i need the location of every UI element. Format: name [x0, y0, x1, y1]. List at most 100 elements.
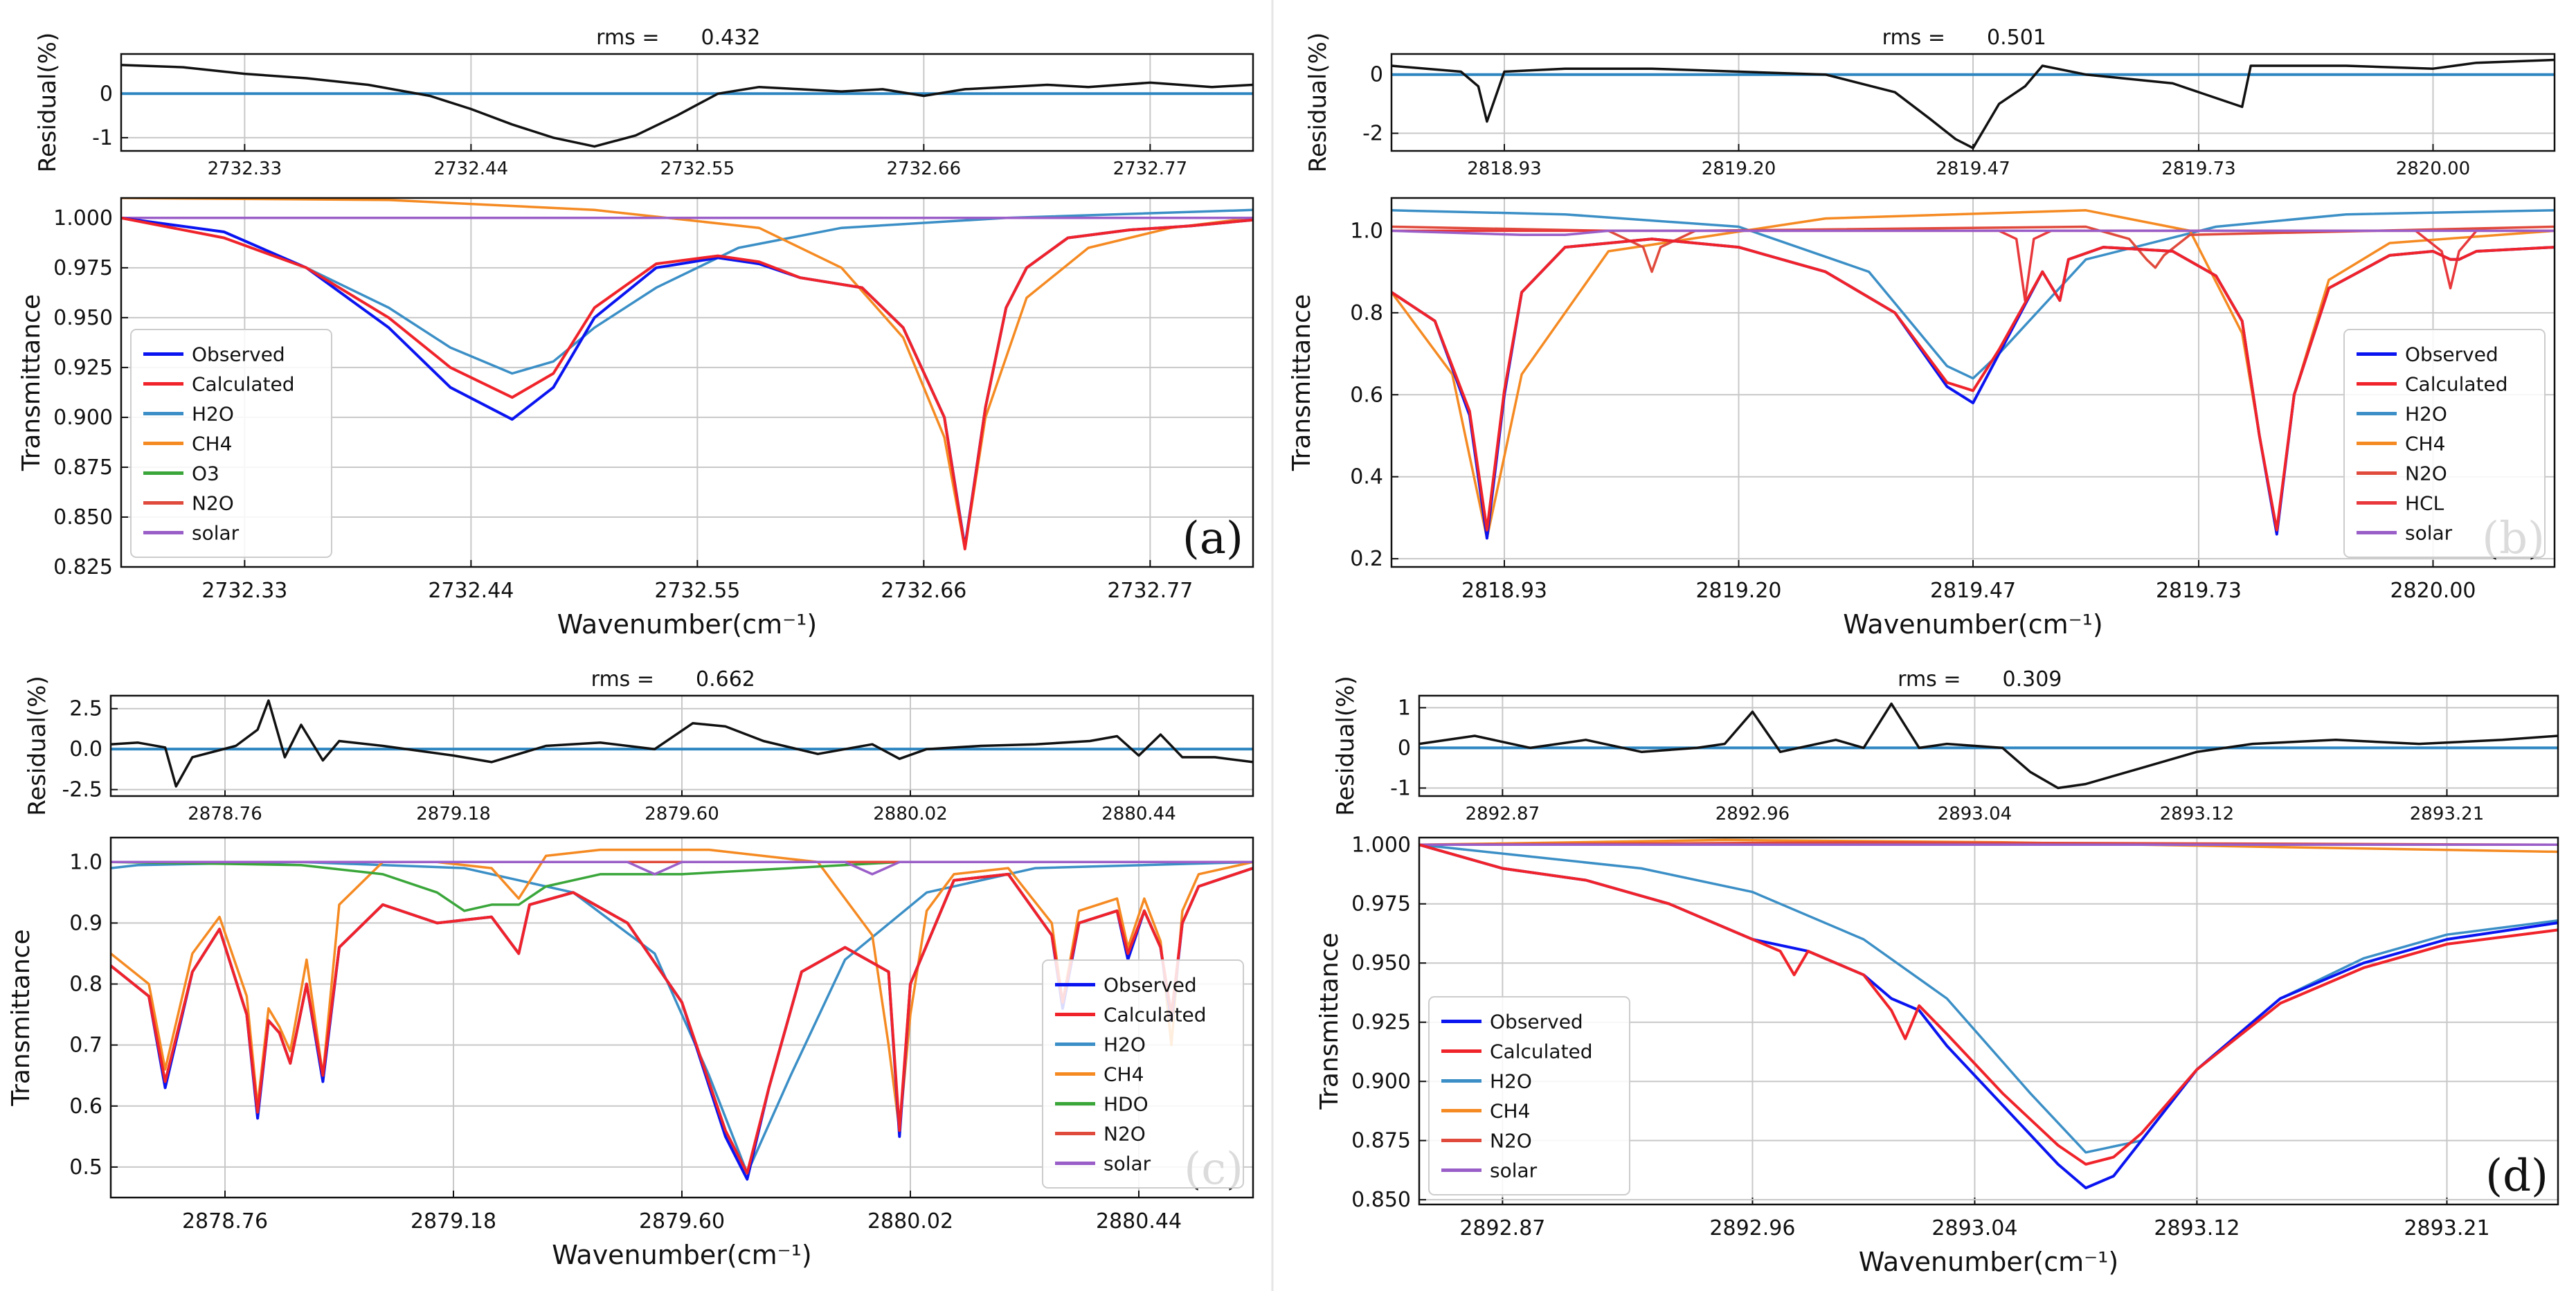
- panel-b-series-h2o: [1391, 209, 2555, 380]
- panel-c-series-group: [111, 848, 1253, 1181]
- panel-d-transmittance-xtick-label: 2893.21: [2404, 1216, 2489, 1240]
- panel-a-xlabel: Wavenumber(cm⁻¹): [557, 609, 817, 640]
- panel-d-residual-xtick-label: 2892.87: [1466, 804, 1540, 824]
- panel-b: 2818.93 2819.20 2819.47 2819.73 2820.00 -2 0 rm…: [1288, 26, 2556, 640]
- panel-a-transmittance-ytick-label: 1.000: [53, 206, 113, 231]
- panel-a-legend-label-solar: solar: [192, 522, 240, 545]
- panel-c-transmittance-xtick-label: 2880.44: [1096, 1209, 1182, 1234]
- panel-b-legend-label-n2o: N2O: [2405, 462, 2447, 485]
- panel-c-residual-xtick-label: 2880.44: [1101, 804, 1176, 824]
- panel-c-transmittance-ytick-label: 0.8: [69, 973, 102, 997]
- panel-c-residual-xtick-label: 2879.60: [645, 804, 719, 824]
- panel-b-series-solar: [1391, 229, 2555, 237]
- panel-d-residual-xtick-label: 2892.96: [1715, 804, 1790, 824]
- panel-b-rms-value: 0.501: [1987, 26, 2046, 50]
- panel-a-transmittance-xtick-label: 2732.66: [881, 579, 966, 603]
- panel-a-residual-xtick-label: 2732.66: [887, 159, 962, 179]
- panel-b-residual-xtick-label: 2819.73: [2161, 159, 2236, 179]
- panel-b-series-group: [1391, 209, 2555, 540]
- panel-a-transmittance-ytick-label: 0.950: [53, 306, 113, 330]
- panel-d-residual-xtick-label: 2893.12: [2160, 804, 2235, 824]
- panel-a-legend-label-n2o: N2O: [192, 492, 234, 515]
- panel-c-legend-label-observed: Observed: [1104, 974, 1197, 997]
- panel-b-transmittance-xtick-label: 2819.73: [2156, 579, 2242, 603]
- panel-d-label: (d): [2485, 1150, 2548, 1202]
- panel-c-residual-ytick-label: 2.5: [69, 697, 102, 721]
- panel-a-legend-label-h2o: H2O: [192, 403, 234, 426]
- panel-d-transmittance-xtick-label: 2893.04: [1931, 1216, 2017, 1240]
- panel-c-transmittance-ytick-label: 0.9: [69, 911, 102, 935]
- panel-d: 2892.87 2892.96 2893.04 2893.12 2893.21 -1 0 1 r…: [1315, 667, 2559, 1277]
- panel-c-transmittance-xtick-label: 2879.60: [639, 1209, 725, 1234]
- panel-a-transmittance-xtick-label: 2732.77: [1107, 579, 1193, 603]
- panel-c-legend-label-calculated: Calculated: [1104, 1004, 1207, 1027]
- panel-d-transmittance-frame: [1418, 836, 2559, 1206]
- panel-b-transmittance-ytick-label: 0.8: [1350, 301, 1383, 325]
- panel-b-residual-xtick-label: 2820.00: [2396, 159, 2471, 179]
- panel-d-legend-box: [1428, 996, 1630, 1195]
- panel-d-transmittance-ytick-label: 0.850: [1351, 1188, 1411, 1212]
- panel-a-legend-label-observed: Observed: [192, 343, 285, 366]
- panel-b-residual-ytick-label: -2: [1362, 122, 1383, 146]
- panel-c-transmittance-ytick-label: 1.0: [69, 850, 102, 874]
- panel-d-series-h2o: [1419, 843, 2558, 1154]
- panel-b-legend-label-h2o: H2O: [2405, 403, 2447, 426]
- panel-b-residual-xtick-label: 2819.47: [1936, 159, 2010, 179]
- panel-a-rms-value: 0.432: [701, 26, 761, 50]
- panel-c-residual-ytick-label: 0.0: [69, 737, 102, 761]
- panel-c: 2878.76 2879.18 2879.60 2880.02 2880.44 -2.5 0…: [7, 667, 1254, 1270]
- panel-a-legend-label-ch4: CH4: [192, 433, 232, 455]
- panel-d-legend-label-ch4: CH4: [1490, 1100, 1530, 1123]
- panel-d-residual-xtick-label: 2893.04: [1938, 804, 2012, 824]
- panel-a: 2732.33 2732.44 2732.55 2732.66 2732.77 -1 0 rm…: [17, 26, 1254, 640]
- panel-d-transmittance-ytick-label: 0.875: [1351, 1129, 1411, 1153]
- panel-c-residual-frame: [109, 694, 1254, 797]
- panel-c-series-solar: [111, 860, 1253, 876]
- panel-c-legend-label-ch4: CH4: [1104, 1063, 1144, 1086]
- panel-b-rms-label: rms =: [1882, 26, 1945, 50]
- panel-b-transmittance-ytick-label: 0.2: [1350, 547, 1383, 571]
- panel-b-legend-box: [2343, 329, 2546, 558]
- panel-a-transmittance-ylabel: Transmittance: [17, 294, 46, 471]
- panel-c-transmittance-xtick-label: 2878.76: [182, 1209, 268, 1234]
- panel-c-residual-xtick-label: 2878.76: [188, 804, 262, 824]
- panel-b-legend-label-ch4: CH4: [2405, 433, 2445, 455]
- panel-c-legend-label-h2o: H2O: [1104, 1033, 1146, 1056]
- panel-a-residual-ytick-label: -1: [92, 126, 113, 150]
- panel-b-transmittance-frame: [1390, 197, 2556, 568]
- panel-c-xlabel: Wavenumber(cm⁻¹): [552, 1240, 811, 1270]
- panel-b-legend: Observed Calculated H2O CH4 N2O HCL solar: [2343, 329, 2546, 558]
- panel-d-residual-xtick-label: 2893.21: [2410, 804, 2485, 824]
- panel-d-xlabel: Wavenumber(cm⁻¹): [1859, 1247, 2118, 1277]
- panel-a-legend-label-o3: O3: [192, 462, 219, 485]
- panel-b-transmittance-ytick-label: 1.0: [1350, 219, 1383, 243]
- panel-d-transmittance-xtick-label: 2892.96: [1709, 1216, 1795, 1240]
- panel-d-legend: Observed Calculated H2O CH4 N2O solar: [1428, 996, 1630, 1195]
- panel-c-transmittance-ytick-label: 0.7: [69, 1033, 102, 1058]
- panel-b-residual-ylabel: Residual(%): [1304, 33, 1332, 172]
- panel-c-residual-xtick-label: 2879.18: [416, 804, 491, 824]
- panel-a-transmittance-xtick-label: 2732.44: [428, 579, 514, 603]
- panel-d-transmittance-xtick-label: 2892.87: [1459, 1216, 1545, 1240]
- panel-a-legend-box: [130, 329, 332, 558]
- panel-d-residual-ytick-label: -1: [1390, 776, 1411, 800]
- panel-c-transmittance-ytick-label: 0.6: [69, 1094, 102, 1119]
- panel-d-legend-label-h2o: H2O: [1490, 1070, 1532, 1093]
- panel-d-transmittance-ytick-label: 0.900: [1351, 1069, 1411, 1094]
- panel-a-transmittance-ytick-label: 0.925: [53, 356, 113, 380]
- panel-d-transmittance-xtick-label: 2893.12: [2154, 1216, 2240, 1240]
- panel-d-residual-plot: 2892.87 2892.96 2893.04 2893.12 2893.21 -1 0 1 r…: [1332, 667, 2559, 824]
- panel-a-rms-label: rms =: [596, 26, 659, 50]
- panel-d-legend-label-n2o: N2O: [1490, 1130, 1532, 1153]
- panel-b-transmittance-xtick-label: 2819.20: [1695, 579, 1781, 603]
- panel-a-transmittance-ytick-label: 0.850: [53, 505, 113, 530]
- panel-d-residual-ytick-label: 1: [1398, 696, 1411, 720]
- panel-d-transmittance-ytick-label: 1.000: [1351, 833, 1411, 857]
- panel-c-legend-label-solar: solar: [1104, 1153, 1151, 1175]
- panel-a-transmittance-ytick-label: 0.975: [53, 256, 113, 280]
- panel-b-residual-plot: 2818.93 2819.20 2819.47 2819.73 2820.00 -2 0 rm…: [1304, 26, 2556, 179]
- panel-a-transmittance-xtick-label: 2732.33: [201, 579, 287, 603]
- panel-d-residual-ylabel: Residual(%): [1332, 676, 1360, 815]
- panel-a-residual-frame: [120, 53, 1254, 152]
